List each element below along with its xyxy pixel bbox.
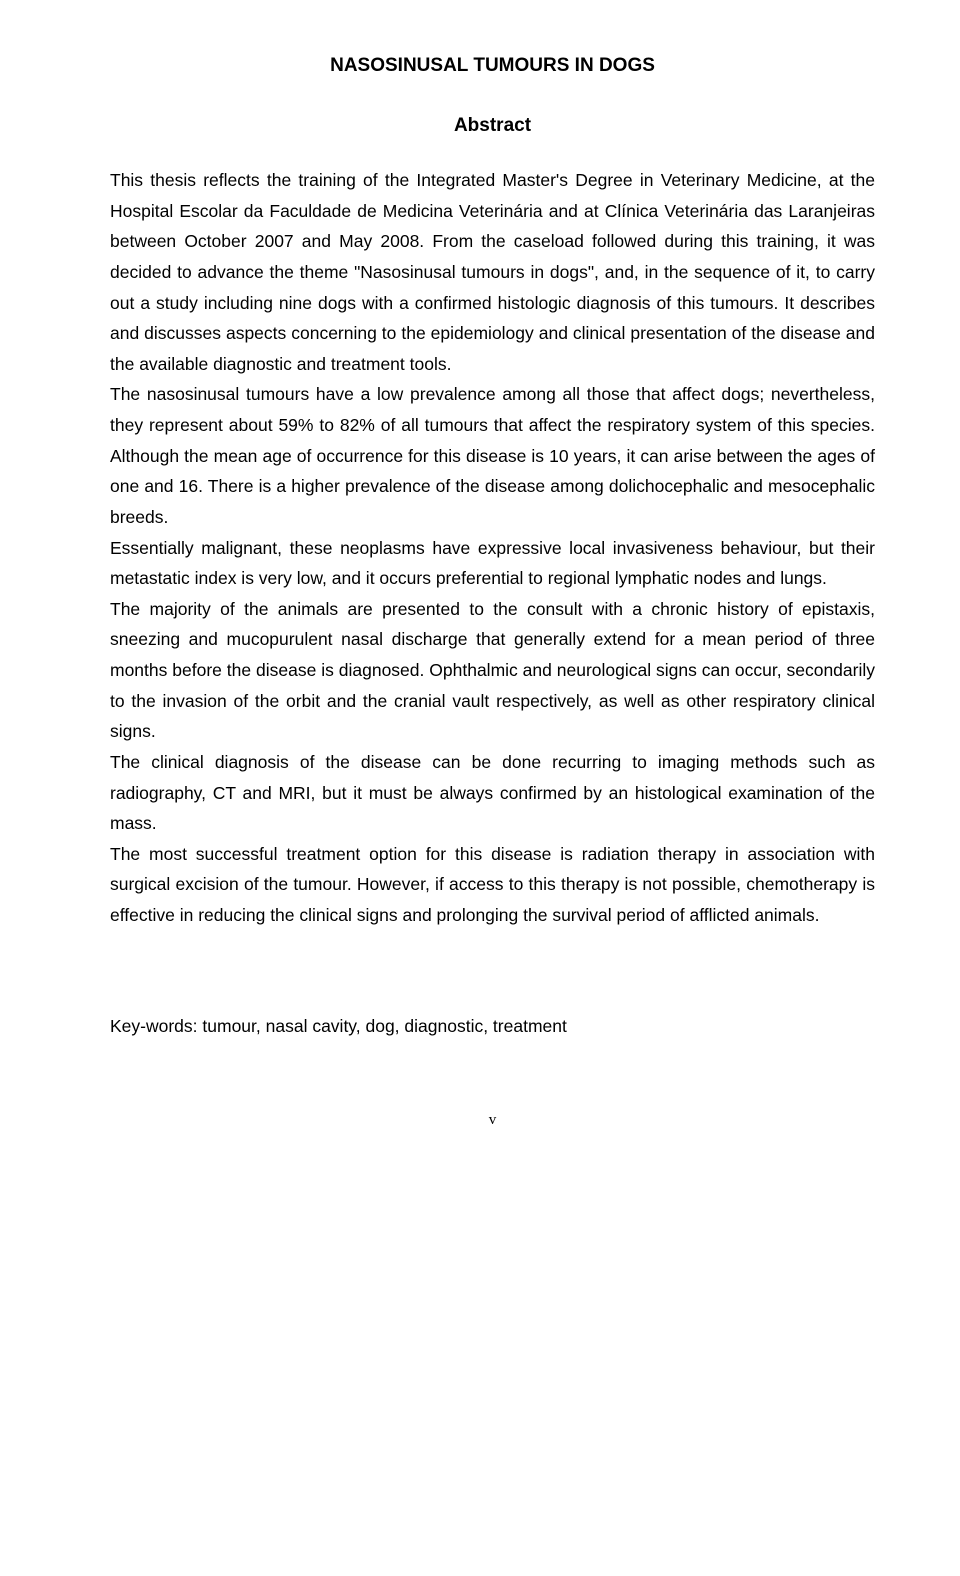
keywords-list: tumour, nasal cavity, dog, diagnostic, t… [202,1016,566,1036]
abstract-body: This thesis reflects the training of the… [110,165,875,931]
paragraph-2: The nasosinusal tumours have a low preva… [110,379,875,532]
paragraph-3: Essentially malignant, these neoplasms h… [110,533,875,594]
paragraph-5: The clinical diagnosis of the disease ca… [110,747,875,839]
paragraph-6: The most successful treatment option for… [110,839,875,931]
keywords-section: Key-words: tumour, nasal cavity, dog, di… [110,1016,875,1037]
document-title: NASOSINUSAL TUMOURS IN DOGS [110,55,875,77]
abstract-heading: Abstract [110,115,875,137]
page-number: v [110,1112,875,1129]
keywords-label: Key-words: [110,1016,198,1036]
paragraph-4: The majority of the animals are presente… [110,594,875,747]
paragraph-1: This thesis reflects the training of the… [110,165,875,379]
